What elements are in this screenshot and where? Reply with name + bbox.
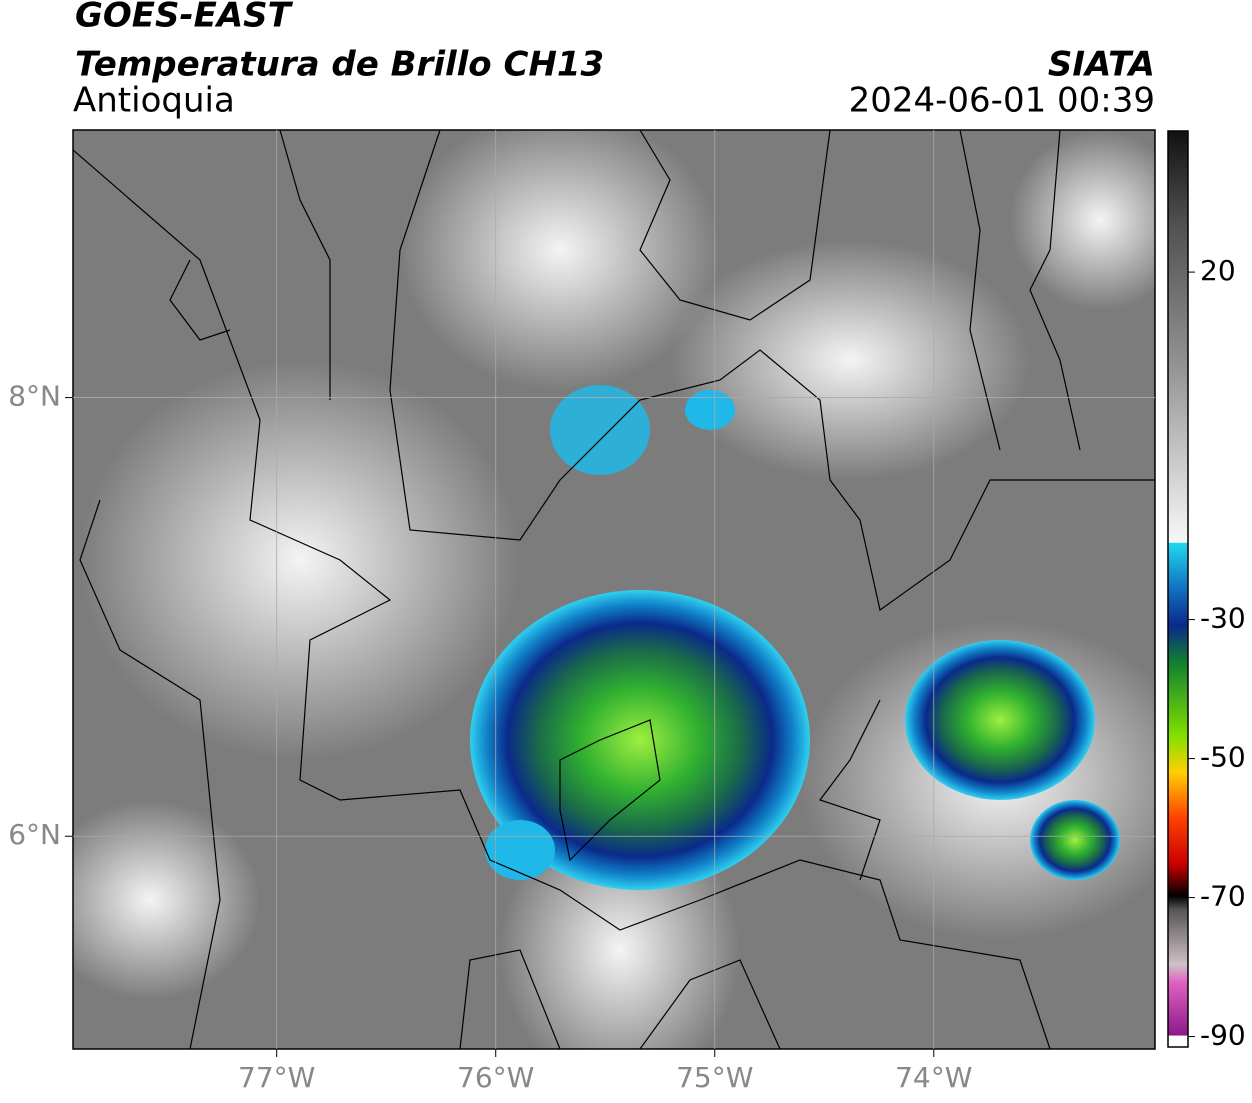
x-tick-label: 74°W — [895, 1061, 972, 1094]
x-tick-label: 77°W — [238, 1061, 315, 1094]
x-tick-label: 75°W — [676, 1061, 753, 1094]
colorbar-label: -90 — [1200, 1019, 1246, 1052]
timestamp: 2024-06-01 00:39 — [849, 81, 1155, 121]
colorbar-label: 20 — [1200, 254, 1236, 287]
colorbar-label: -50 — [1200, 741, 1246, 774]
y-tick-label: 8°N — [8, 380, 61, 413]
y-tick-label: 6°N — [8, 818, 61, 851]
x-tick-label: 76°W — [457, 1061, 534, 1094]
title: Temperatura de Brillo CH13 — [75, 45, 604, 85]
region: Antioquia — [73, 81, 235, 121]
satellite: GOES-EAST — [75, 0, 294, 36]
map-image — [73, 130, 1155, 1049]
colorbar — [1167, 130, 1189, 1048]
colorbar-label: -70 — [1200, 880, 1246, 913]
map-frame — [72, 129, 1156, 1050]
colorbar-label: -30 — [1200, 602, 1246, 635]
source: SIATA — [1048, 45, 1155, 85]
